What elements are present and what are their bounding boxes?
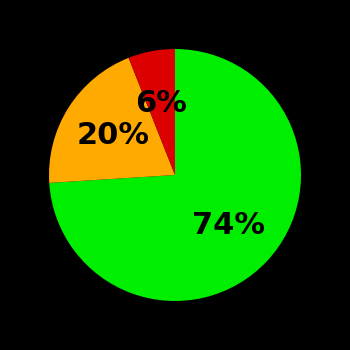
Text: 20%: 20% xyxy=(77,121,150,150)
Wedge shape xyxy=(128,49,175,175)
Wedge shape xyxy=(49,58,175,183)
Text: 6%: 6% xyxy=(135,89,187,118)
Text: 74%: 74% xyxy=(192,211,265,239)
Wedge shape xyxy=(49,49,301,301)
